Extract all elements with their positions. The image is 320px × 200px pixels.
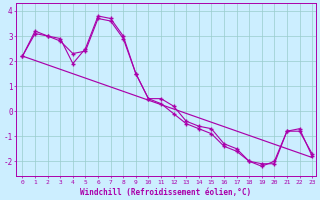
X-axis label: Windchill (Refroidissement éolien,°C): Windchill (Refroidissement éolien,°C) [81, 188, 252, 197]
